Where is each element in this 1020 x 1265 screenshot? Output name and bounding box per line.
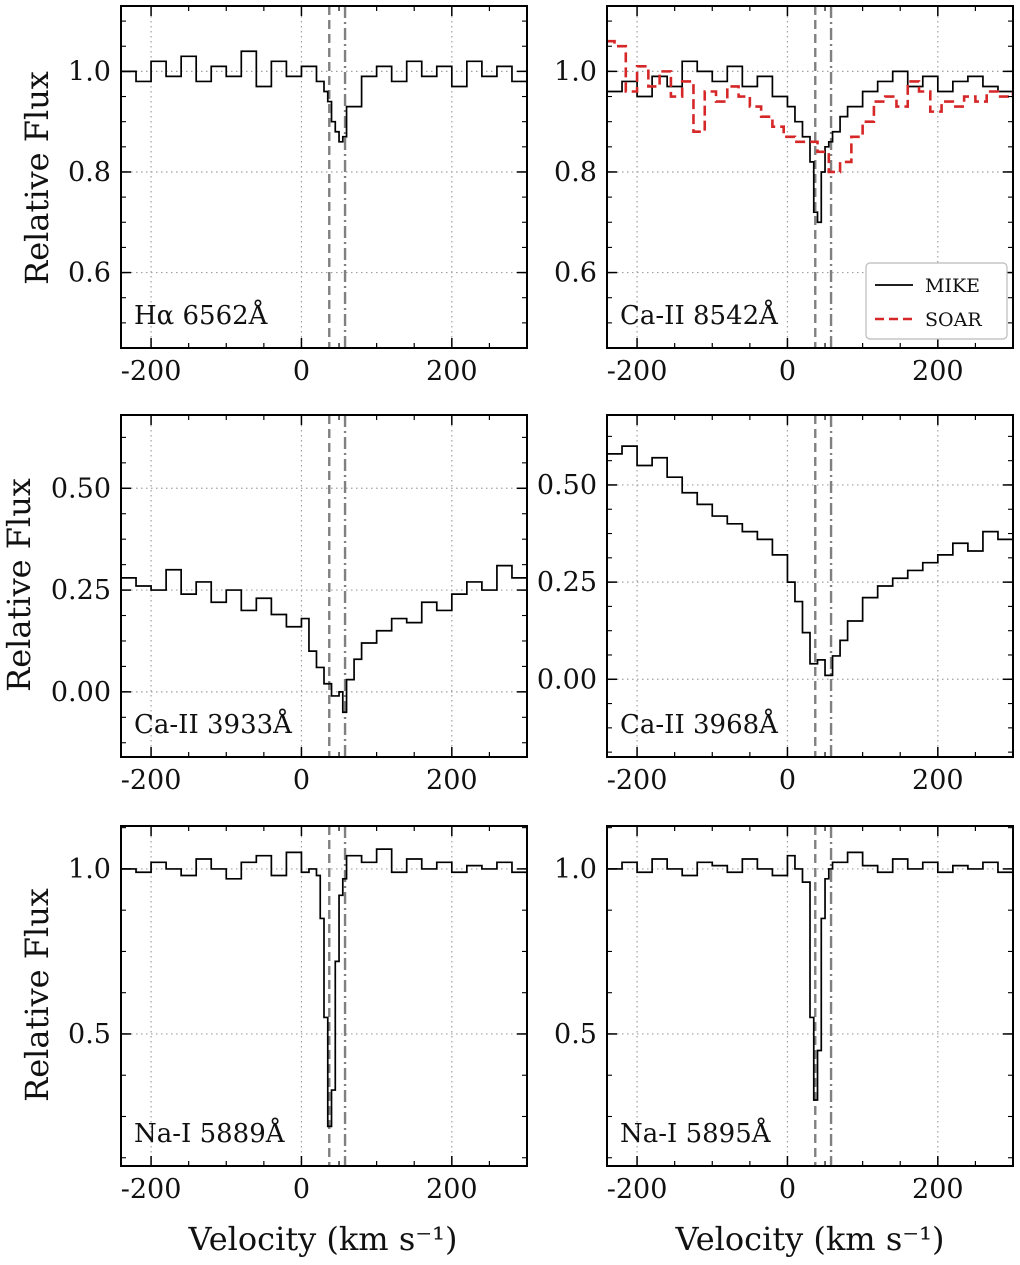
- y-tick-label: 0.6: [554, 258, 597, 289]
- x-tick-label: -200: [121, 765, 182, 796]
- series-line-mike: [607, 60, 1013, 224]
- panel-2: -200 0 200 0.6 0.8 1.0 Ca-II 8542Å: [554, 5, 1014, 387]
- y-tick-label: 0.5: [68, 1019, 111, 1050]
- legend-label-soar: SOAR: [925, 309, 982, 331]
- y-tick-label: 0.25: [51, 575, 111, 606]
- panel-label: Na-I 5889Å: [134, 1117, 286, 1149]
- series-line-mike: [607, 445, 1013, 677]
- y-tick-label: 0.5: [554, 1019, 597, 1050]
- series-line-mike: [121, 564, 527, 714]
- x-axis-title-left: Velocity (km s⁻¹): [188, 1220, 458, 1258]
- panel-5: -200 0 200 0.5 1.0 Na-I 5889Å: [68, 825, 528, 1205]
- panel-frame: [606, 5, 1014, 349]
- x-tick-label: 200: [426, 765, 478, 796]
- y-tick-label: 1.0: [554, 56, 597, 87]
- x-tick-label: 200: [426, 1174, 478, 1205]
- legend-box: [865, 262, 1008, 340]
- y-axis-title-row3: Relative Flux: [18, 888, 56, 1102]
- x-tick-label: -200: [121, 1174, 182, 1205]
- x-tick-label: 0: [779, 1174, 796, 1205]
- y-tick-label: 0.50: [537, 470, 597, 501]
- x-tick-label: -200: [607, 1174, 668, 1205]
- y-tick-label: 1.0: [68, 56, 111, 87]
- y-tick-label: 0.8: [68, 157, 111, 188]
- panel-frame: [120, 414, 528, 758]
- y-tick-label: 1.0: [554, 854, 597, 885]
- y-tick-label: 1.0: [68, 854, 111, 885]
- x-axis-title-right: Velocity (km s⁻¹): [675, 1220, 945, 1258]
- legend-label-mike: MIKE: [925, 275, 980, 297]
- y-tick-label: 0.00: [537, 664, 597, 695]
- panel-frame: [606, 825, 1014, 1167]
- x-tick-label: -200: [607, 765, 668, 796]
- panel-label: Ca-II 8542Å: [620, 299, 779, 331]
- x-tick-label: -200: [607, 356, 668, 387]
- panel-frame: [120, 5, 528, 349]
- panel-label: Ca-II 3933Å: [134, 708, 293, 740]
- panel-4: -200 0 200 0.00 0.25 0.50 Ca-II 3968Å: [537, 414, 1014, 796]
- x-tick-label: -200: [121, 356, 182, 387]
- x-tick-label: 0: [293, 356, 310, 387]
- y-tick-label: 0.25: [537, 567, 597, 598]
- y-tick-label: 0.8: [554, 157, 597, 188]
- x-tick-label: 0: [779, 765, 796, 796]
- panel-6: -200 0 200 0.5 1.0 Na-I 5895Å: [554, 825, 1014, 1205]
- panel-label: Hα 6562Å: [134, 299, 269, 331]
- x-tick-label: 0: [779, 356, 796, 387]
- y-tick-label: 0.50: [51, 473, 111, 504]
- series-line-mike: [121, 848, 527, 1128]
- legend: MIKE SOAR: [865, 262, 1008, 340]
- y-tick-label: 0.6: [68, 258, 111, 289]
- series-line-mike: [121, 50, 527, 143]
- panel-frame: [120, 825, 528, 1167]
- x-tick-label: 200: [912, 765, 964, 796]
- panel-frame: [606, 414, 1014, 758]
- series-line-mike: [607, 851, 1013, 1101]
- x-tick-label: 200: [912, 356, 964, 387]
- x-tick-label: 200: [426, 356, 478, 387]
- x-tick-label: 0: [293, 765, 310, 796]
- x-tick-label: 0: [293, 1174, 310, 1205]
- y-tick-label: 0.00: [51, 677, 111, 708]
- panel-label: Ca-II 3968Å: [620, 708, 779, 740]
- y-axis-title-row2: Relative Flux: [0, 478, 38, 692]
- panel-label: Na-I 5895Å: [620, 1117, 772, 1149]
- series-line-soar: [607, 39, 1013, 174]
- panel-3: -200 0 200 0.00 0.25 0.50 Ca-II 3933Å: [51, 414, 528, 796]
- y-axis-title-row1: Relative Flux: [18, 71, 56, 285]
- panel-1: -200 0 200 0.6 0.8 1.0 Hα 6562Å: [68, 5, 528, 387]
- x-tick-label: 200: [912, 1174, 964, 1205]
